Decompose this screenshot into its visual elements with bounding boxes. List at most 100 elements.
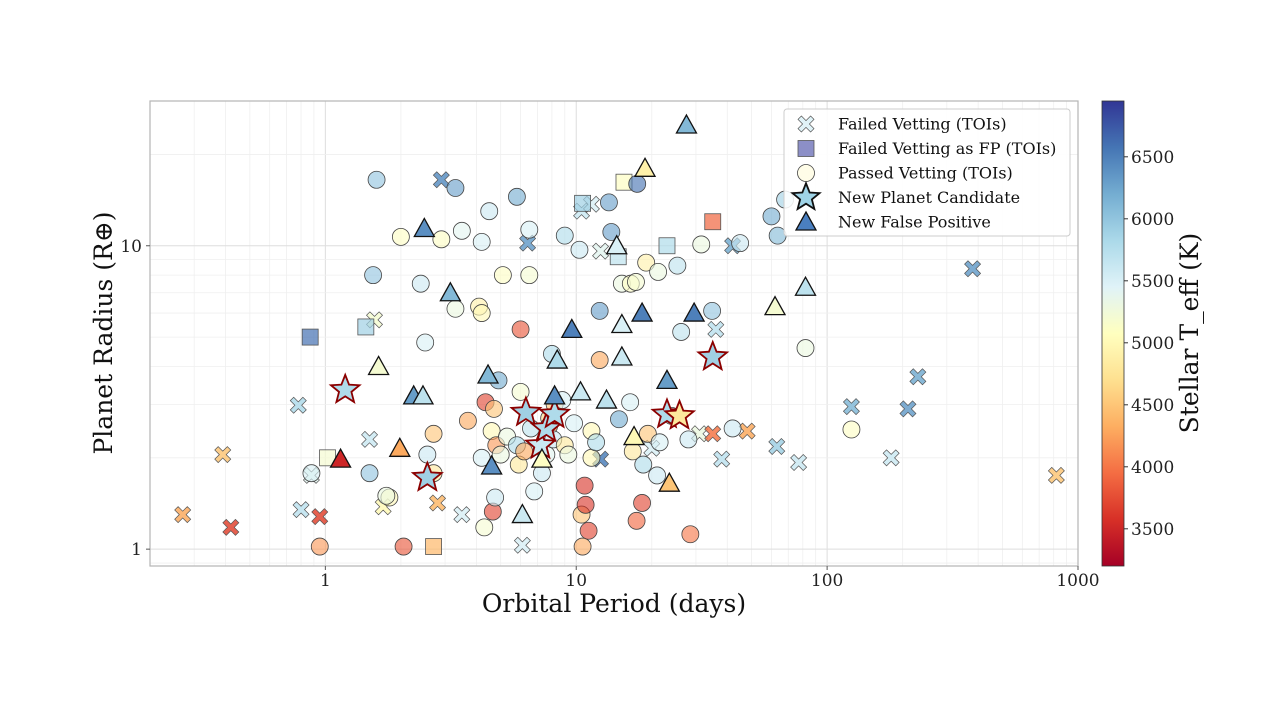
failed-vetting-point: [964, 260, 982, 278]
new-false-positive-point: [683, 301, 706, 322]
failed-fp-point: [301, 328, 319, 346]
new-false-positive-point: [530, 447, 554, 468]
passed-vetting-point: [364, 266, 383, 285]
passed-vetting-point: [480, 202, 499, 221]
passed-vetting-point: [432, 230, 451, 249]
series-x: [174, 171, 1065, 554]
colorbar-fill: [1101, 100, 1125, 567]
new-false-positive-point: [480, 454, 503, 475]
passed-vetting-point: [582, 448, 601, 467]
colorbar-tick-label: 4500: [1131, 396, 1174, 416]
new-false-positive-point: [413, 217, 436, 238]
new-false-positive-point: [569, 380, 592, 401]
failed-vetting-point: [361, 430, 379, 448]
passed-vetting-point: [411, 274, 430, 293]
passed-vetting-point: [648, 466, 666, 485]
failed-vetting-point: [707, 320, 725, 338]
passed-vetting-point: [649, 263, 668, 281]
passed-vetting-point: [703, 301, 722, 320]
legend-label: Failed Vetting as FP (TOIs): [838, 139, 1056, 158]
failed-fp-point: [357, 318, 375, 336]
failed-vetting-point: [899, 400, 917, 418]
colorbar-tick-label: 5000: [1131, 334, 1174, 354]
colorbar-title: Stellar T_eff (K): [1175, 233, 1204, 434]
new-false-positive-point: [476, 363, 500, 384]
failed-vetting-point: [738, 422, 756, 440]
series-triangle: [329, 113, 817, 524]
legend-marker-x: [797, 115, 815, 133]
passed-vetting-point: [575, 476, 594, 495]
failed-fp-point: [574, 194, 591, 212]
passed-vetting-point: [610, 410, 628, 429]
new-false-positive-point: [595, 388, 618, 409]
passed-vetting-point: [587, 433, 606, 452]
failed-vetting-point: [311, 508, 329, 526]
passed-vetting-point: [493, 266, 512, 285]
new-false-positive-point: [763, 295, 787, 316]
plot-frame: [149, 100, 1079, 567]
passed-vetting-point: [627, 273, 645, 291]
failed-vetting-point: [768, 437, 786, 455]
new-false-positive-point: [411, 384, 435, 405]
failed-vetting-point: [704, 425, 722, 443]
passed-vetting-point: [377, 486, 396, 505]
passed-vetting-point: [559, 445, 578, 464]
series-circle: [302, 170, 861, 556]
passed-vetting-point: [302, 464, 321, 483]
passed-vetting-point: [475, 518, 494, 537]
new-planet-candidate-point: [696, 339, 730, 372]
y-tick-label: 10: [120, 237, 142, 257]
passed-vetting-point: [367, 170, 386, 189]
colorbar: 3500 4000 4500 5000 5500 6000 6500: [1101, 100, 1174, 567]
passed-vetting-point: [796, 339, 815, 357]
passed-vetting-point: [472, 304, 491, 322]
new-false-positive-point: [560, 318, 583, 339]
new-planet-candidate-point: [410, 460, 444, 492]
new-planet-candidate-point: [538, 396, 572, 429]
passed-vetting-point: [679, 430, 698, 449]
failed-vetting-point: [882, 449, 900, 467]
failed-fp-point: [425, 538, 442, 555]
failed-vetting-point: [790, 454, 808, 472]
passed-vetting-point: [672, 323, 691, 341]
passed-vetting-point: [842, 420, 861, 439]
passed-vetting-point: [459, 411, 477, 430]
plot-points: [174, 113, 1065, 556]
failed-vetting-point: [513, 536, 531, 554]
passed-vetting-point: [650, 433, 669, 452]
passed-vetting-point: [621, 393, 640, 412]
passed-vetting-point: [628, 174, 647, 193]
passed-vetting-point: [723, 419, 742, 438]
legend-label: Failed Vetting (TOIs): [838, 115, 1007, 134]
passed-vetting-point: [452, 221, 471, 240]
passed-vetting-point: [511, 320, 530, 339]
passed-vetting-point: [515, 442, 534, 461]
colorbar-tick-label: 6000: [1131, 210, 1174, 230]
passed-vetting-point: [525, 482, 544, 501]
failed-vetting-point: [519, 234, 537, 252]
x-tick-label: 100: [811, 571, 843, 591]
failed-vetting-point: [713, 450, 731, 468]
new-false-positive-point: [658, 471, 681, 492]
new-planet-candidate-point: [509, 395, 543, 427]
passed-vetting-point: [731, 234, 750, 253]
passed-vetting-point: [627, 511, 646, 530]
colorbar-tick-label: 3500: [1131, 520, 1174, 540]
new-false-positive-point: [633, 156, 657, 177]
legend-marker-circle: [797, 164, 815, 182]
x-axis-title: Orbital Period (days): [482, 589, 746, 618]
series-square: [301, 173, 722, 555]
new-planet-candidate-point: [328, 372, 362, 404]
new-false-positive-point: [610, 313, 633, 334]
new-false-positive-point: [630, 301, 654, 322]
passed-vetting-point: [570, 240, 589, 259]
passed-vetting-point: [573, 537, 592, 556]
failed-vetting-point: [174, 506, 192, 524]
passed-vetting-point: [637, 253, 656, 272]
passed-vetting-point: [486, 488, 505, 507]
y-axis-title: Planet Radius (R⊕): [89, 211, 118, 454]
passed-vetting-point: [416, 333, 435, 352]
passed-vetting-point: [511, 382, 530, 401]
x-tick-label: 10: [565, 571, 587, 591]
